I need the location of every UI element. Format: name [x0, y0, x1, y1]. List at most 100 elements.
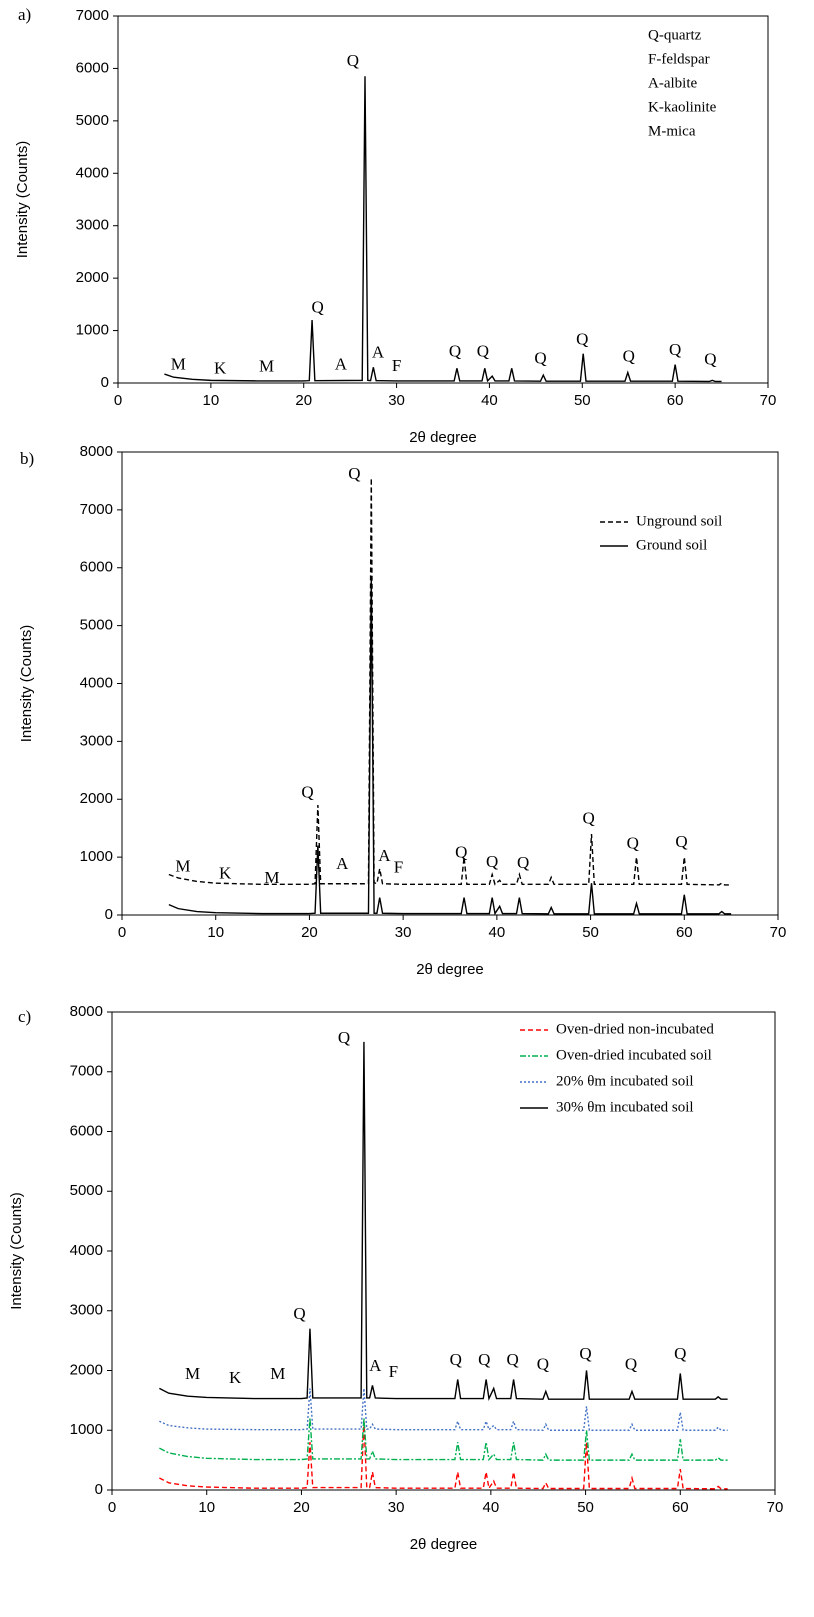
- legend-text: A-albite: [648, 75, 697, 91]
- peak-label: A: [372, 343, 385, 362]
- x-tick-label: 30: [395, 924, 412, 941]
- y-tick-label: 5000: [76, 112, 109, 129]
- y-tick-label: 4000: [80, 674, 113, 691]
- panel-label: c): [18, 1007, 31, 1026]
- x-tick-label: 0: [108, 1499, 116, 1516]
- data-line: [159, 1418, 728, 1462]
- x-tick-label: 10: [203, 392, 220, 409]
- peak-label: Q: [579, 1344, 591, 1363]
- peak-label: F: [392, 356, 401, 375]
- legend-label: 20% θm incubated soil: [556, 1073, 694, 1089]
- peak-label: A: [378, 846, 391, 865]
- legend-text: Q-quartz: [648, 27, 702, 43]
- y-tick-label: 3000: [80, 732, 113, 749]
- y-tick-label: 6000: [76, 59, 109, 76]
- x-tick-label: 50: [574, 392, 591, 409]
- legend-label: Unground soil: [636, 513, 722, 529]
- peak-label: M: [171, 355, 186, 374]
- plot-frame: [117, 15, 769, 384]
- data-line: [168, 478, 732, 886]
- legend-label: 30% θm incubated soil: [556, 1099, 694, 1115]
- y-tick-label: 2000: [76, 269, 109, 286]
- x-tick-label: 70: [767, 1499, 784, 1516]
- x-tick-label: 70: [760, 392, 777, 409]
- peak-label: A: [336, 854, 349, 873]
- x-tick-label: 20: [295, 392, 312, 409]
- legend-text: K-kaolinite: [648, 99, 717, 115]
- x-tick-label: 40: [481, 392, 498, 409]
- peak-label: M: [270, 1364, 285, 1383]
- x-tick-label: 40: [483, 1499, 500, 1516]
- peak-label: Q: [293, 1304, 305, 1323]
- peak-label: Q: [704, 349, 716, 368]
- data-line: [159, 1041, 728, 1401]
- peak-label: Q: [301, 782, 313, 801]
- x-axis-label: 2θ degree: [410, 1536, 478, 1553]
- x-tick-label: 50: [582, 924, 599, 941]
- y-tick-label: 0: [105, 906, 113, 923]
- peak-label: Q: [347, 51, 359, 70]
- peak-label: Q: [675, 832, 687, 851]
- x-tick-label: 30: [388, 392, 405, 409]
- legend-label: Ground soil: [636, 537, 707, 553]
- x-axis-label: 2θ degree: [416, 961, 484, 978]
- peak-label: K: [229, 1368, 242, 1387]
- x-tick-label: 30: [388, 1499, 405, 1516]
- y-tick-label: 7000: [70, 1063, 103, 1080]
- peak-label: A: [335, 355, 348, 374]
- legend-text: F-feldspar: [648, 51, 710, 67]
- peak-label: Q: [348, 464, 360, 483]
- peak-label: Q: [455, 843, 467, 862]
- y-tick-label: 2000: [80, 790, 113, 807]
- peak-label: Q: [517, 853, 529, 872]
- peak-label: Q: [449, 341, 461, 360]
- peak-label: K: [214, 358, 227, 377]
- y-tick-label: 1000: [76, 322, 109, 339]
- peak-label: Q: [625, 1355, 637, 1374]
- peak-label: M: [259, 357, 274, 376]
- peak-label: Q: [486, 852, 498, 871]
- y-tick-label: 2000: [70, 1361, 103, 1378]
- y-tick-label: 0: [95, 1481, 103, 1498]
- y-tick-label: 7000: [76, 7, 109, 24]
- peak-label: F: [394, 858, 403, 877]
- peak-label: F: [389, 1362, 398, 1381]
- data-line: [164, 76, 722, 383]
- x-tick-label: 40: [489, 924, 506, 941]
- peak-label: Q: [312, 297, 324, 316]
- legend-label: Oven-dried incubated soil: [556, 1047, 712, 1063]
- x-tick-label: 60: [667, 392, 684, 409]
- peak-label: M: [185, 1364, 200, 1383]
- peak-label: K: [219, 863, 232, 882]
- peak-label: Q: [534, 348, 546, 367]
- y-tick-label: 5000: [70, 1182, 103, 1199]
- x-tick-label: 50: [577, 1499, 594, 1516]
- data-line: [168, 579, 732, 916]
- y-tick-label: 8000: [70, 1003, 103, 1020]
- y-tick-label: 4000: [70, 1242, 103, 1259]
- x-tick-label: 10: [198, 1499, 215, 1516]
- y-axis-label: Intensity (Counts): [18, 625, 35, 743]
- y-tick-label: 5000: [80, 617, 113, 634]
- peak-label: Q: [627, 833, 639, 852]
- peak-label: M: [175, 856, 190, 875]
- x-tick-label: 0: [118, 924, 126, 941]
- y-tick-label: 3000: [76, 217, 109, 234]
- y-tick-label: 3000: [70, 1302, 103, 1319]
- peak-label: Q: [576, 329, 588, 348]
- peak-label: Q: [674, 1344, 686, 1363]
- x-axis-label: 2θ degree: [409, 429, 477, 446]
- x-tick-label: 60: [676, 924, 693, 941]
- y-tick-label: 8000: [80, 443, 113, 460]
- peak-label: Q: [583, 808, 595, 827]
- y-tick-label: 7000: [80, 501, 113, 518]
- peak-label: Q: [507, 1350, 519, 1369]
- peak-label: Q: [478, 1350, 490, 1369]
- y-tick-label: 6000: [80, 559, 113, 576]
- y-tick-label: 4000: [76, 164, 109, 181]
- y-tick-label: 1000: [70, 1421, 103, 1438]
- peak-label: Q: [450, 1350, 462, 1369]
- legend-text: M-mica: [648, 123, 696, 139]
- panel-label: a): [18, 5, 31, 24]
